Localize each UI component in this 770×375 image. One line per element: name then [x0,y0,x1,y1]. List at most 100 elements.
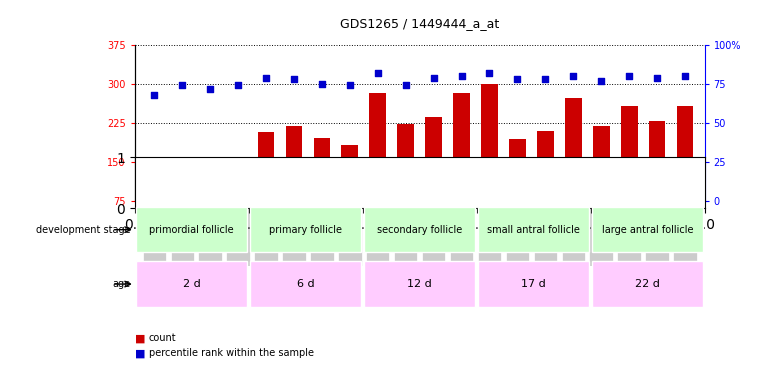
FancyBboxPatch shape [250,261,361,307]
Bar [481,84,498,201]
Point [232,82,244,88]
Text: ■: ■ [135,348,146,358]
Text: large antral follicle: large antral follicle [602,225,693,235]
Text: GSM74063: GSM74063 [345,204,354,246]
Bar [146,172,162,201]
Text: small antral follicle: small antral follicle [487,225,580,235]
Point [176,82,189,88]
Bar [258,132,274,201]
Bar [286,126,303,201]
Text: count: count [149,333,176,343]
Text: GSM75708: GSM75708 [150,204,159,245]
FancyBboxPatch shape [645,201,669,266]
Point [400,82,412,88]
Text: GSM75719: GSM75719 [429,204,438,245]
FancyBboxPatch shape [592,261,703,307]
Text: GSM75717: GSM75717 [401,204,410,245]
Text: percentile rank within the sample: percentile rank within the sample [149,348,313,358]
FancyBboxPatch shape [142,201,166,266]
Text: GSM75727: GSM75727 [569,204,578,245]
Bar [621,106,638,201]
Bar [370,93,386,201]
Point [316,81,328,87]
Point [679,73,691,79]
Point [567,73,580,79]
Text: GSM74061: GSM74061 [290,204,299,245]
Text: GSM75722: GSM75722 [485,204,494,245]
Bar [313,138,330,201]
FancyBboxPatch shape [590,201,613,266]
Bar [341,145,358,201]
FancyBboxPatch shape [561,201,585,266]
FancyBboxPatch shape [506,201,529,266]
FancyBboxPatch shape [199,201,222,266]
FancyBboxPatch shape [478,261,589,307]
Text: ■: ■ [135,333,146,343]
Text: development stage: development stage [36,225,131,235]
FancyBboxPatch shape [364,207,475,252]
FancyBboxPatch shape [170,201,194,266]
Text: primordial follicle: primordial follicle [149,225,234,235]
FancyBboxPatch shape [534,201,557,266]
Point [148,92,160,98]
Text: 22 d: 22 d [635,279,660,289]
FancyBboxPatch shape [618,201,641,266]
Bar [202,174,219,201]
FancyBboxPatch shape [366,201,390,266]
Text: GSM75724: GSM75724 [513,204,522,245]
Text: primary follicle: primary follicle [270,225,342,235]
Bar [397,124,414,201]
FancyBboxPatch shape [450,201,474,266]
FancyBboxPatch shape [478,207,589,252]
FancyBboxPatch shape [338,201,362,266]
FancyBboxPatch shape [364,261,475,307]
Point [343,82,356,88]
Bar [677,106,693,201]
FancyBboxPatch shape [136,261,247,307]
Point [259,75,272,81]
Bar [648,121,665,201]
Bar [174,160,191,201]
Text: secondary follicle: secondary follicle [377,225,462,235]
FancyBboxPatch shape [477,201,501,266]
FancyBboxPatch shape [422,201,445,266]
Text: GSM75729: GSM75729 [597,204,606,245]
Text: age: age [112,279,131,289]
Text: GSM75725: GSM75725 [541,204,550,245]
Bar [229,160,246,201]
Point [204,86,216,92]
Bar [537,130,554,201]
Bar [425,117,442,201]
Text: 6 d: 6 d [297,279,314,289]
Bar [565,98,581,201]
FancyBboxPatch shape [250,207,361,252]
FancyBboxPatch shape [673,201,697,266]
Text: GSM75714: GSM75714 [233,204,243,245]
Text: 2 d: 2 d [182,279,201,289]
Point [484,70,496,76]
Point [455,73,467,79]
FancyBboxPatch shape [283,201,306,266]
FancyBboxPatch shape [394,201,417,266]
Point [511,76,524,82]
Text: 12 d: 12 d [407,279,432,289]
Point [623,73,635,79]
Text: GSM75720: GSM75720 [457,204,466,245]
Text: GSM75712: GSM75712 [206,204,215,245]
FancyBboxPatch shape [136,207,247,252]
Point [372,70,384,76]
Text: GSM75710: GSM75710 [178,204,187,245]
Text: GSM75732: GSM75732 [652,204,661,245]
Point [288,76,300,82]
FancyBboxPatch shape [226,201,249,266]
Point [539,76,551,82]
Point [427,75,440,81]
FancyBboxPatch shape [310,201,333,266]
Bar [509,140,526,201]
Bar [593,126,610,201]
Text: GSM75730: GSM75730 [624,204,634,246]
Bar [454,93,470,201]
Text: GDS1265 / 1449444_a_at: GDS1265 / 1449444_a_at [340,17,499,30]
Text: 17 d: 17 d [521,279,546,289]
Point [651,75,663,81]
